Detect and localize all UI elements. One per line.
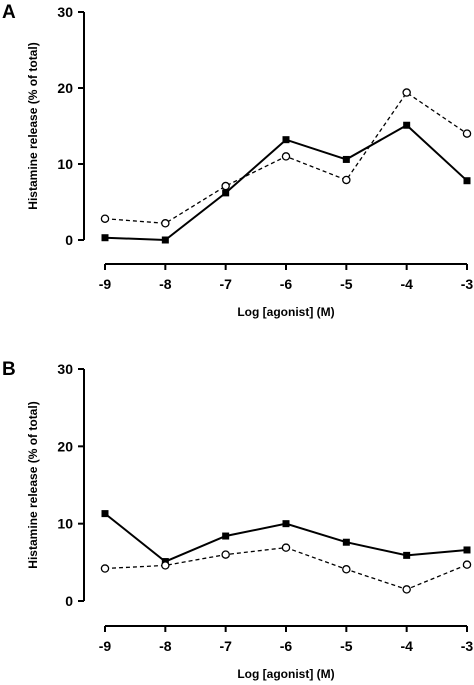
series-1-point — [342, 155, 350, 163]
series-2-point — [342, 175, 351, 185]
chart-panel-2: B 0 10 20 30 -9 -8 -7 -6 -5 -4 -3 Log [agonist] (M) H… — [2, 359, 473, 681]
series-2-point — [161, 561, 170, 570]
series-1-point — [403, 121, 411, 129]
series-2-point — [221, 550, 230, 559]
y-axis-title: Histamine release (% of total) — [26, 42, 40, 209]
series-1-point — [161, 236, 169, 244]
series-2-point — [402, 585, 411, 594]
x-tick-label: -8 — [159, 276, 172, 292]
x-tick-label: -4 — [400, 638, 413, 654]
series-2-point — [100, 564, 110, 573]
x-axis-title: Log [agonist] (M) — [237, 667, 334, 681]
x-tick-label: -6 — [280, 276, 293, 292]
series-2-point — [281, 152, 291, 161]
chart-panel-1: A 0 10 20 30 -9 -8 -7 -6 -5 -4 -3 Log [agonist] (M) H… — [2, 2, 473, 319]
x-tick-label: -5 — [340, 276, 353, 292]
series-2-point — [161, 219, 170, 228]
y-tick-label: 20 — [57, 80, 73, 96]
x-tick-label: -6 — [280, 638, 293, 654]
series-1-point — [222, 532, 230, 540]
x-tick-label: -9 — [99, 638, 112, 654]
series-1-point — [463, 546, 471, 554]
x-tick-label: -8 — [159, 638, 172, 654]
y-tick-label: 30 — [57, 361, 73, 377]
series-1-point — [403, 551, 411, 559]
series-2-point — [402, 88, 411, 97]
x-tick-label: -3 — [461, 276, 474, 292]
series-2-point — [342, 565, 351, 574]
series-1-point — [101, 234, 109, 242]
panel-label: A — [2, 2, 16, 23]
x-tick-label: -3 — [461, 638, 474, 654]
series-1-point — [342, 538, 350, 546]
panel-label: B — [2, 359, 16, 380]
y-tick-label: 0 — [65, 593, 73, 609]
series-2-point — [462, 560, 472, 569]
y-tick-label: 0 — [65, 232, 73, 248]
series-1-point — [282, 136, 290, 144]
series-1-point — [463, 177, 471, 185]
series-2-point — [221, 181, 230, 191]
series-1-point — [282, 520, 290, 528]
y-tick-label: 20 — [57, 438, 73, 454]
x-tick-label: -7 — [219, 638, 232, 654]
x-tick-label: -7 — [219, 276, 232, 292]
x-tick-label: -5 — [340, 638, 353, 654]
series-1-point — [222, 189, 230, 197]
series-1-point — [101, 510, 109, 518]
series-2-point — [462, 129, 472, 138]
x-axis-title: Log [agonist] (M) — [237, 305, 334, 319]
series-2-point — [100, 214, 110, 223]
x-tick-label: -4 — [400, 276, 413, 292]
x-tick-label: -9 — [99, 276, 112, 292]
y-tick-label: 30 — [57, 4, 73, 20]
y-tick-label: 10 — [57, 156, 73, 172]
y-tick-label: 10 — [57, 516, 73, 532]
y-axis-title: Histamine release (% of total) — [26, 401, 40, 568]
series-2-point — [281, 543, 291, 552]
